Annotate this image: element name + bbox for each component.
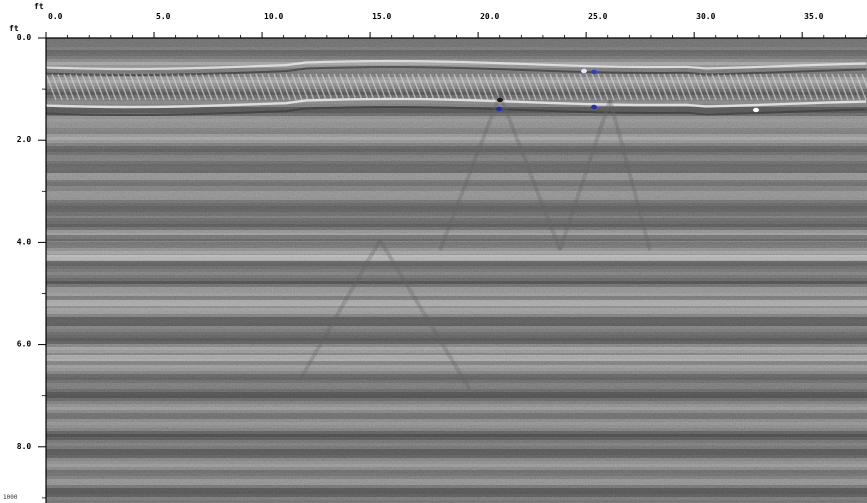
y-tick-label: 6.0 (17, 340, 32, 349)
y-axis: 0.0 2.0 4.0 6.0 8.0 (17, 33, 46, 499)
x-tick-label: 25.0 (588, 12, 607, 21)
gpr-scan-image (46, 38, 867, 503)
x-axis: 0.0 5.0 10.0 15.0 20.0 25.0 30.0 35.0 (45, 12, 867, 38)
x-axis-unit: ft (34, 2, 44, 11)
y-axis-unit: ft (9, 24, 19, 33)
x-tick-label: 20.0 (480, 12, 499, 21)
target-marker (591, 69, 597, 75)
y-tick-label: 0.0 (17, 33, 32, 42)
target-marker (591, 104, 597, 110)
y-tick-label: 4.0 (17, 237, 32, 246)
x-tick-label: 10.0 (264, 12, 283, 21)
target-marker (753, 107, 759, 113)
x-tick-label: 30.0 (696, 12, 715, 21)
target-marker (581, 68, 587, 74)
target-markers (496, 68, 759, 113)
x-tick-label: 5.0 (156, 12, 171, 21)
x-tick-label: 0.0 (48, 12, 63, 21)
target-marker (497, 97, 503, 103)
y-tick-label: 8.0 (17, 442, 32, 451)
x-tick-label: 35.0 (804, 12, 823, 21)
x-tick-label: 15.0 (372, 12, 391, 21)
corner-note: 1000 (3, 494, 18, 501)
y-tick-label: 2.0 (17, 135, 32, 144)
target-marker (496, 106, 502, 112)
